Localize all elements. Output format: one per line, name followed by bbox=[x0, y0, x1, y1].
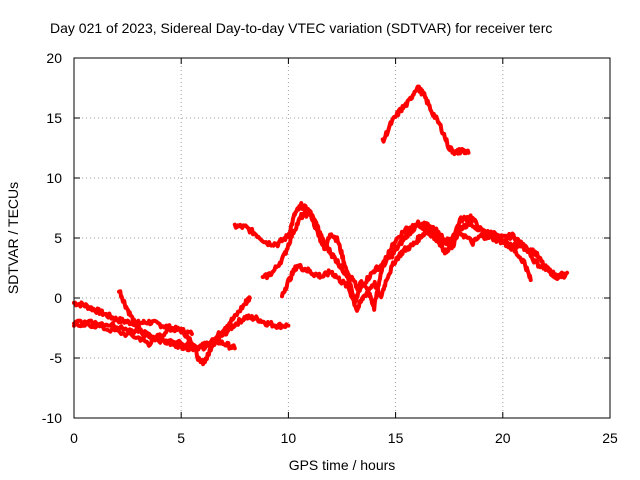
y-tick-label: -5 bbox=[50, 350, 63, 366]
grid-layer bbox=[74, 58, 610, 418]
y-tick-label: -10 bbox=[42, 410, 62, 426]
y-tick-label: 15 bbox=[46, 110, 62, 126]
x-axis-label: GPS time / hours bbox=[289, 457, 396, 473]
y-axis-label: SDTVAR / TECUs bbox=[5, 182, 21, 294]
series-line-sat-d bbox=[117, 289, 237, 353]
y-tick-label: 10 bbox=[46, 170, 62, 186]
series-line-sat-c bbox=[72, 295, 252, 367]
chart-title: Day 021 of 2023, Sidereal Day-to-day VTE… bbox=[50, 20, 552, 36]
y-tick-label: 20 bbox=[46, 50, 62, 66]
series-layer bbox=[72, 84, 570, 367]
x-tick-label: 10 bbox=[281, 430, 297, 446]
series-line-sat-f bbox=[260, 209, 533, 293]
y-tick-label: 5 bbox=[54, 230, 62, 246]
series-line-sat-h bbox=[380, 84, 471, 157]
x-tick-label: 25 bbox=[602, 430, 618, 446]
tick-layer: 0 5 10 15 20 25 -10 -5 0 5 10 15 20 bbox=[42, 50, 618, 446]
y-tick-label: 0 bbox=[54, 290, 62, 306]
x-tick-label: 20 bbox=[495, 430, 511, 446]
x-tick-label: 5 bbox=[177, 430, 185, 446]
x-tick-label: 15 bbox=[388, 430, 404, 446]
x-tick-label: 0 bbox=[70, 430, 78, 446]
series-line-sat-g bbox=[280, 227, 570, 313]
